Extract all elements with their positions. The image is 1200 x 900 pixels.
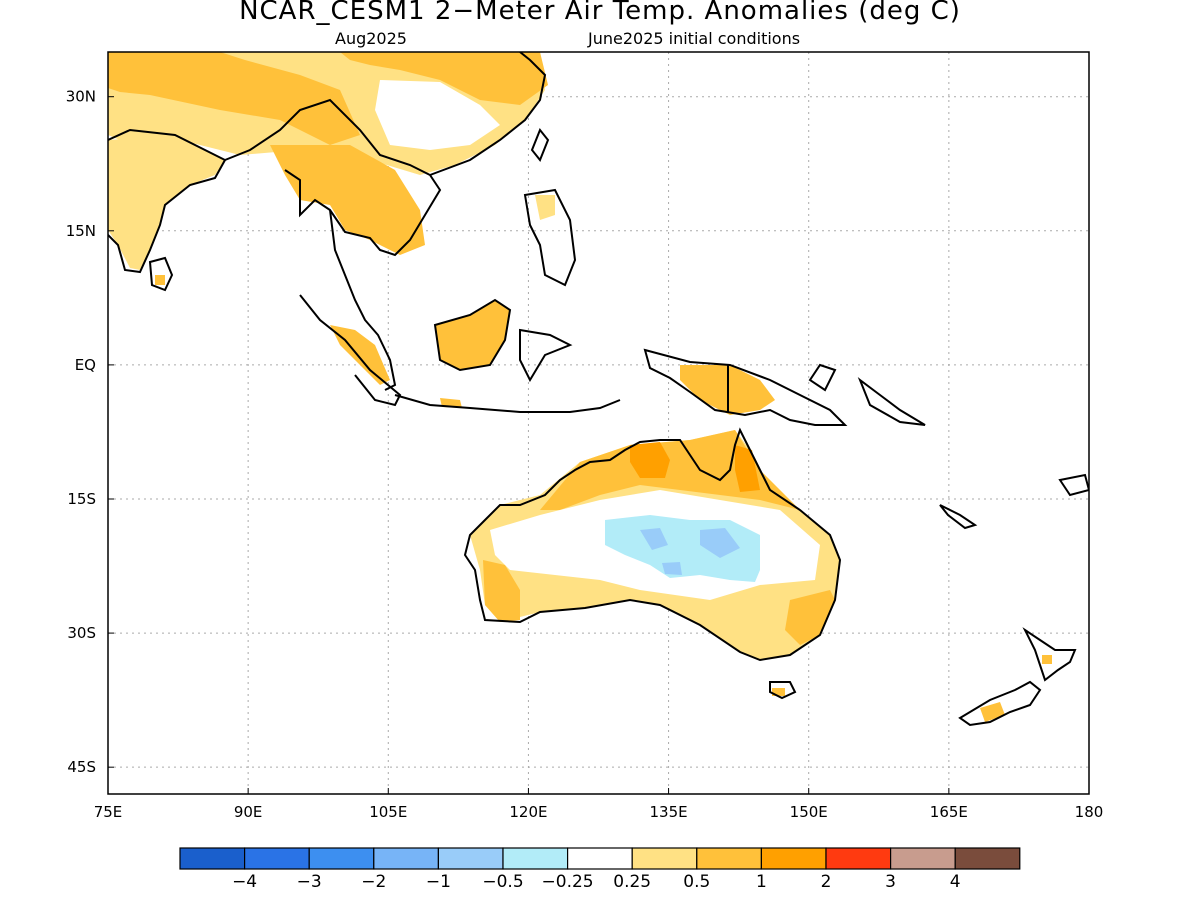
anomaly-fill-aus-cooler1 [640, 528, 668, 550]
initial-conditions-label: June2025 initial conditions [588, 29, 801, 48]
colorbar-swatch [631, 847, 698, 870]
coastlines [108, 52, 1089, 727]
plot-frame [107, 51, 1090, 795]
anomaly-fill-china-white [375, 80, 500, 150]
anomaly-fill-north-asia-warm2 [340, 52, 548, 105]
anomaly-fill-aus-west [483, 560, 520, 622]
colorbar-swatch [179, 847, 246, 870]
anomaly-fill-aus-cooler3 [662, 562, 682, 575]
anomaly-fill-sri-lanka [155, 275, 165, 285]
x-tick-label: 165E [930, 803, 968, 821]
anomaly-fill-aus-cooler2 [700, 528, 740, 558]
colorbar-swatch [308, 847, 375, 870]
x-tick-label: 75E [94, 803, 123, 821]
colorbar-label: 2 [821, 872, 832, 892]
colorbar-label: 0.5 [683, 872, 710, 892]
colorbar-swatch [373, 847, 439, 870]
anomaly-fill-cape-york [735, 445, 760, 492]
colorbar-swatch [889, 847, 956, 870]
colorbar-swatch [437, 847, 504, 870]
colorbar-label: −3 [297, 872, 322, 892]
colorbar-swatch [760, 847, 827, 870]
anomaly-fill-borneo [435, 300, 510, 370]
colorbar-label: −1 [426, 872, 451, 892]
x-tick-label: 120E [509, 803, 547, 821]
y-tick-label: 15S [67, 490, 96, 508]
y-tick-label: EQ [75, 356, 96, 374]
colorbar-swatch [825, 847, 892, 870]
x-tick-label: 150E [790, 803, 828, 821]
map-title: NCAR_CESM1 2−Meter Air Temp. Anomalies (… [239, 0, 961, 26]
y-tick-label: 15N [66, 222, 96, 240]
anomaly-fill-north-asia-warm [108, 52, 360, 145]
colorbar-label: 0.25 [613, 872, 651, 892]
x-tick-label: 105E [369, 803, 407, 821]
colorbar-label: −4 [232, 872, 257, 892]
colorbar-swatch [954, 847, 1021, 870]
anomaly-fill-aus-east [785, 590, 835, 645]
anomaly-fill-indochina [270, 145, 425, 255]
colorbar-label: −2 [361, 872, 386, 892]
colorbar-label: −0.5 [482, 872, 523, 892]
colorbar-swatch [696, 847, 762, 870]
colorbar-swatch [244, 847, 310, 870]
anomaly-fill-nz-north [1042, 655, 1052, 664]
anomaly-fill-india [108, 135, 225, 270]
grid-lines [108, 52, 1089, 794]
anomaly-shading [108, 52, 1052, 722]
x-tick-label: 135E [650, 803, 688, 821]
y-tick-label: 45S [67, 758, 96, 776]
colorbar-label: 4 [950, 872, 961, 892]
colorbar: −4 −3 −2 −1 −0.5 −0.25 0.25 0.5 1 2 3 4 [179, 847, 1021, 892]
colorbar-label: −0.25 [542, 872, 594, 892]
valid-month-label: Aug2025 [335, 29, 407, 48]
colorbar-label: 3 [885, 872, 896, 892]
colorbar-label: 1 [756, 872, 767, 892]
x-tick-label: 90E [234, 803, 263, 821]
colorbar-swatch [566, 847, 633, 870]
anomaly-fill-nz [980, 702, 1005, 722]
anomaly-fill-philippines [535, 195, 555, 220]
anomaly-fill-arnhem [630, 442, 670, 478]
y-tick-label: 30S [67, 624, 96, 642]
y-tick-label: 30N [66, 88, 96, 106]
colorbar-swatch [502, 847, 569, 870]
axis-ticks: 75E 90E 105E 120E 135E 150E 165E 180 30N 15N EQ 15S… [66, 88, 1104, 821]
x-tick-label: 180 [1075, 803, 1104, 821]
